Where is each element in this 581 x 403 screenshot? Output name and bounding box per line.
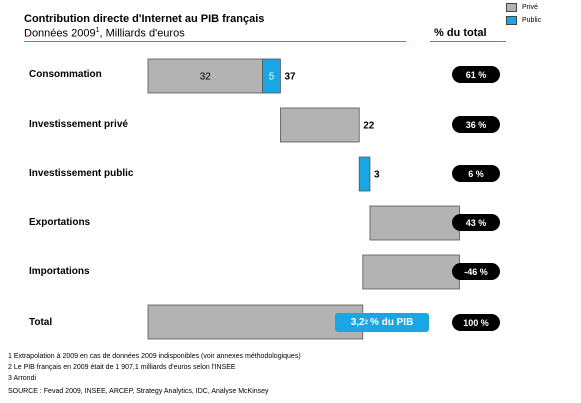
- category-label-investissement-public: Investissement public: [29, 168, 134, 179]
- category-label-exportations: Exportations: [29, 217, 91, 228]
- bar-consommation-public: [262, 58, 281, 94]
- total-label-investissement-public: 3: [374, 170, 380, 181]
- chart-subtitle: Données 20091, Milliards d'euros: [24, 27, 185, 40]
- share-pill-investissement-public: 6 %: [452, 165, 500, 182]
- share-pill-importations: -46 %: [452, 263, 500, 280]
- gdp-share-value: 3,2: [350, 317, 365, 328]
- category-label-investissement-prive: Investissement privé: [29, 119, 128, 130]
- legend-label-private: Privé: [522, 4, 538, 11]
- share-header-rule: [430, 41, 506, 42]
- bar-total-private: [147, 304, 364, 340]
- bar-importations-private: [362, 254, 460, 290]
- share-pill-exportations: 43 %: [452, 214, 500, 231]
- share-pill-consommation: 61 %: [452, 66, 500, 83]
- header-rule: [24, 41, 406, 42]
- bar-value-consommation-public: 5: [269, 72, 275, 83]
- share-pill-total: 100 %: [452, 314, 500, 331]
- total-label-consommation: 37: [284, 72, 296, 83]
- subtitle-footnote-ref: 1: [95, 27, 100, 34]
- source-note: SOURCE : Fevad 2009, INSEE, ARCEP, Strat…: [8, 388, 269, 395]
- bar-investissement-prive-private: [280, 107, 360, 143]
- share-column-header: % du total: [434, 27, 487, 39]
- total-label-investissement-prive: 22: [363, 121, 375, 132]
- bar-value-consommation-private: 32: [200, 72, 212, 83]
- share-pill-investissement-prive: 36 %: [452, 116, 500, 133]
- bar-investissement-public-public: [358, 156, 371, 192]
- category-label-total: Total: [29, 317, 53, 328]
- gdp-share-footnote-ref: 2: [364, 319, 368, 326]
- legend-swatch-private: [506, 3, 517, 12]
- category-label-consommation: Consommation: [29, 69, 102, 80]
- bar-exportations-private: [369, 205, 460, 241]
- chart-title: Contribution directe d'Internet au PIB f…: [24, 13, 265, 25]
- subtitle-prefix: Données 2009: [24, 27, 96, 40]
- footnote-3: 3 Arrondi: [8, 375, 37, 382]
- legend-label-public: Public: [522, 17, 542, 24]
- footnote-1: 1 Extrapolation à 2009 en cas de données…: [8, 353, 301, 360]
- gdp-share-suffix: % du PIB: [369, 317, 414, 328]
- legend-item-public: Public: [506, 16, 541, 25]
- subtitle-suffix: , Milliards d'euros: [99, 27, 185, 40]
- legend-swatch-public: [506, 16, 517, 25]
- category-label-importations: Importations: [29, 266, 90, 277]
- gdp-share-callout: 3,2 2 % du PIB: [335, 313, 429, 332]
- bar-consommation-private: [147, 58, 263, 94]
- footnote-2: 2 Le PIB français en 2009 était de 1 907…: [8, 364, 236, 371]
- legend-item-private: Privé: [506, 3, 538, 12]
